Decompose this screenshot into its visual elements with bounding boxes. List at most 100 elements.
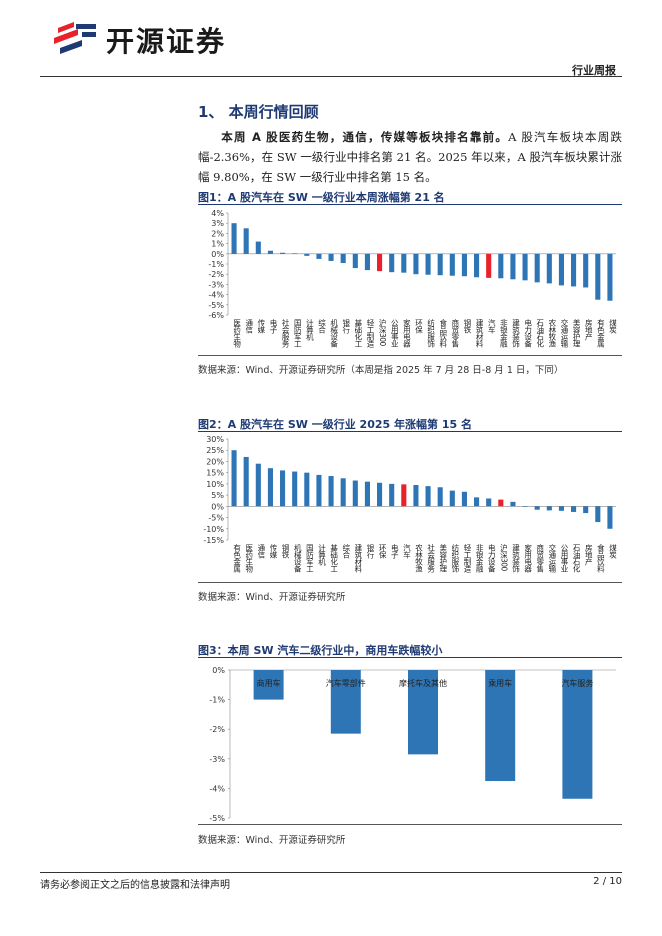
x-tick-label: 电力设备 [487,543,496,574]
x-tick-label: 环保 [378,544,387,560]
bar-纺织服饰 [449,490,455,507]
brand-logo: 开源证券 [52,20,226,60]
x-tick-label: 建筑装饰 [511,318,520,349]
lead-sentence: 本周 A 股医药生物，通信，传媒等板块排名靠前。 [220,130,509,144]
x-tick-label: 计算机 [305,318,314,342]
y-tick-label: -6% [208,311,224,320]
x-tick-label: 公用事业 [390,319,399,348]
x-tick-label: 传媒 [269,543,278,560]
body-text: A 股汽车板块本周跌幅-2.36%，在 SW 一级行业中排名第 21 名。202… [198,130,622,184]
bar-电力设备 [486,498,492,507]
bar-建筑装饰 [510,501,516,507]
x-tick-label: 社会服务 [426,543,435,574]
y-tick-label: 4% [211,209,224,218]
figure-1-source: 数据来源：Wind、开源证券研究所（本周是指 2025 年 7 月 28 日-8… [198,365,564,376]
y-tick-label: -15% [203,536,224,545]
x-tick-label: 农林牧渔 [548,318,557,348]
category-label: 汽车服务 [561,678,593,688]
y-tick-label: -5% [208,301,224,310]
y-tick-label: -3% [208,280,224,289]
x-tick-label: 交通运输 [560,318,569,349]
bar-汽车 [401,484,407,507]
bar-医药生物 [231,223,237,254]
x-tick-label: 基础化工 [329,543,338,573]
bar-电子 [267,250,273,254]
figure-3-source: 数据来源：Wind、开源证券研究所 [198,835,346,846]
bar-石油石化 [571,506,577,512]
bar-综合 [340,478,346,507]
bar-农林牧渔 [546,253,552,284]
y-tick-label: -4% [208,291,224,300]
chart-1: 4%3%2% 1%0%-1%-2%-3% -4%-5%-6% 医药生物 通信 传媒 电子 社会… [208,209,617,349]
x-tick-label: 环保 [414,319,423,335]
bar-传媒 [255,241,261,254]
figure-2: 30% 25% 20% 15% 10% 5% 0% -5% -10% -15% 有色金属 医药生物 通信… [198,431,622,583]
x-tick-label: 通信 [244,318,253,335]
y-tick-label: -3% [209,755,225,764]
bar-电力设备 [522,253,528,281]
y-tick-label: 0% [211,250,224,259]
bar-轻工制造 [364,253,370,271]
bar-医药生物 [243,456,249,507]
x-tick-label: 非银金融 [499,318,508,349]
y-tick-label: 25% [206,446,224,455]
x-tick-label: 电子 [390,543,399,559]
bar-有色金属 [595,253,601,300]
y-tick-label: -1% [209,696,225,705]
footer-disclaimer: 请务必参阅正文之后的信息披露和法律声明 [40,880,230,891]
x-tick-label: 汽车 [402,543,411,560]
y-tick-label: -5% [209,814,225,823]
x-tick-label: 农林牧渔 [414,543,423,573]
y-tick-label: 0% [211,502,224,511]
x-tick-label: 沪深300 [378,318,387,347]
x-tick-label: 石油石化 [535,319,544,349]
bar-汽车服务 [562,670,593,799]
bar-公用事业 [558,506,564,511]
x-tick-label: 机械设备 [293,543,302,574]
y-tick-label: 2% [211,229,224,238]
y-tick-label: -2% [208,270,224,279]
bar-商贸零售 [449,253,455,276]
x-tick-label: 通信 [257,543,266,560]
bar-房地产 [583,253,589,288]
category-label: 乘用车 [488,678,512,688]
x-tick-label: 煤炭 [608,543,617,560]
bar-食品饮料 [595,506,601,523]
x-tick-label: 商贸零售 [535,543,544,574]
bar-汽车零部件 [330,670,361,734]
bar-基础化工 [328,476,334,507]
report-type: 行业周报 [572,64,616,77]
bar-银行 [364,481,370,507]
bar-农林牧渔 [413,485,419,507]
bar-建筑材料 [352,480,358,507]
bar-食品饮料 [437,253,443,276]
x-tick-label: 房地产 [584,318,593,342]
x-tick-label: 钢铁 [463,318,472,335]
chart-3: 0% -1% -2% -3% -4% -5% 商用车 汽车零部件 摩托车及其他 乘用车 汽车服务 [209,666,616,823]
category-label: 摩托车及其他 [399,678,447,688]
bar-钢铁 [461,253,467,277]
bar-计算机 [304,253,310,256]
bar-非银金融 [474,497,480,507]
bar-基础化工 [352,253,358,269]
bar-钢铁 [280,470,286,507]
bar-计算机 [316,474,322,507]
x-tick-label: 非银金融 [475,543,484,574]
bar-商贸零售 [534,506,540,510]
x-tick-label: 汽车 [487,318,496,335]
bar-沪深300 [377,253,383,272]
x-tick-label: 传媒 [257,318,266,335]
bar-摩托车及其他 [408,670,438,755]
y-tick-label: 1% [211,240,224,249]
x-tick-label: 煤炭 [608,318,617,335]
x-tick-label: 石油石化 [572,544,581,574]
y-tick-label: -1% [208,260,224,269]
x-tick-label: 综合 [341,543,350,560]
x-tick-label: 国防军工 [305,544,314,573]
x-tick-label: 商贸零售 [451,318,460,349]
page-number: 2 / 10 [593,876,622,887]
y-tick-label: 3% [211,219,224,228]
header-divider [40,76,622,77]
x-tick-label: 综合 [317,318,326,335]
x-tick-label: 医药生物 [232,319,241,349]
